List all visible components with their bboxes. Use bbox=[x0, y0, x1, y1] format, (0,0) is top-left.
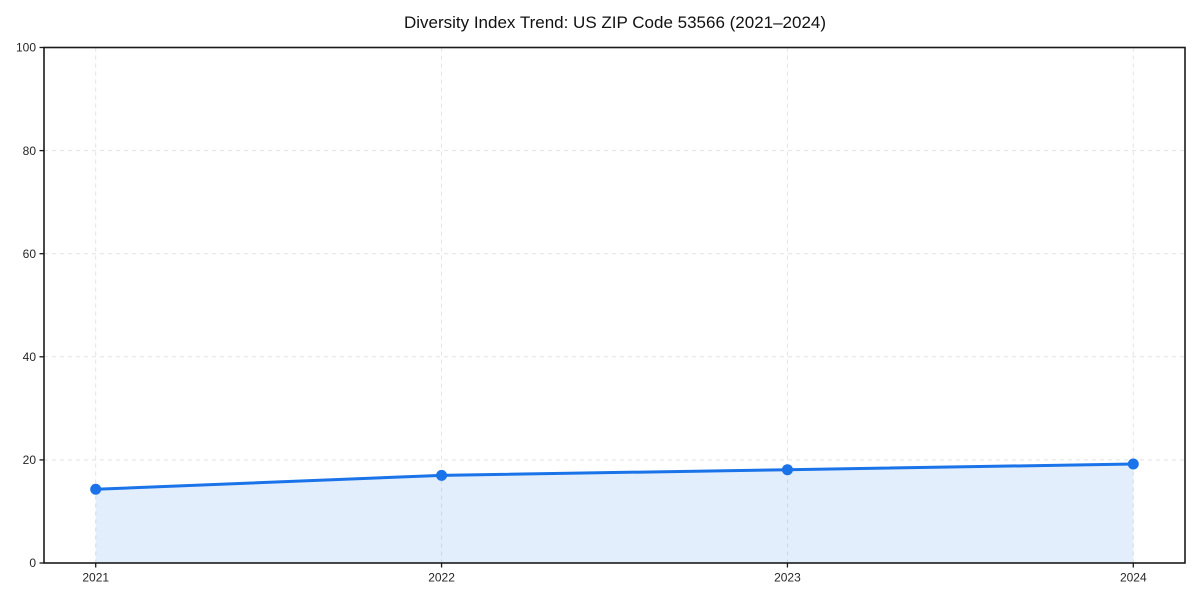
plot-frame bbox=[43, 46, 1186, 564]
y-tick-label: 20 bbox=[23, 453, 37, 467]
chart-title: Diversity Index Trend: US ZIP Code 53566… bbox=[403, 13, 827, 32]
data-point bbox=[90, 483, 102, 495]
y-tick-label: 60 bbox=[23, 247, 37, 261]
area-fill bbox=[95, 464, 1134, 563]
x-tick-label: 2021 bbox=[82, 571, 109, 585]
data-point bbox=[436, 469, 448, 481]
y-tick-label: 100 bbox=[16, 41, 36, 55]
y-tick-label: 40 bbox=[23, 350, 37, 364]
y-tick-label: 80 bbox=[23, 144, 37, 158]
y-tick-label: 0 bbox=[29, 556, 36, 570]
x-tick-label: 2024 bbox=[1120, 571, 1147, 585]
x-tick-label: 2023 bbox=[774, 571, 801, 585]
trend-line bbox=[94, 462, 1135, 491]
data-point bbox=[781, 464, 793, 476]
data-point bbox=[1127, 458, 1139, 470]
x-tick-label: 2022 bbox=[428, 571, 455, 585]
